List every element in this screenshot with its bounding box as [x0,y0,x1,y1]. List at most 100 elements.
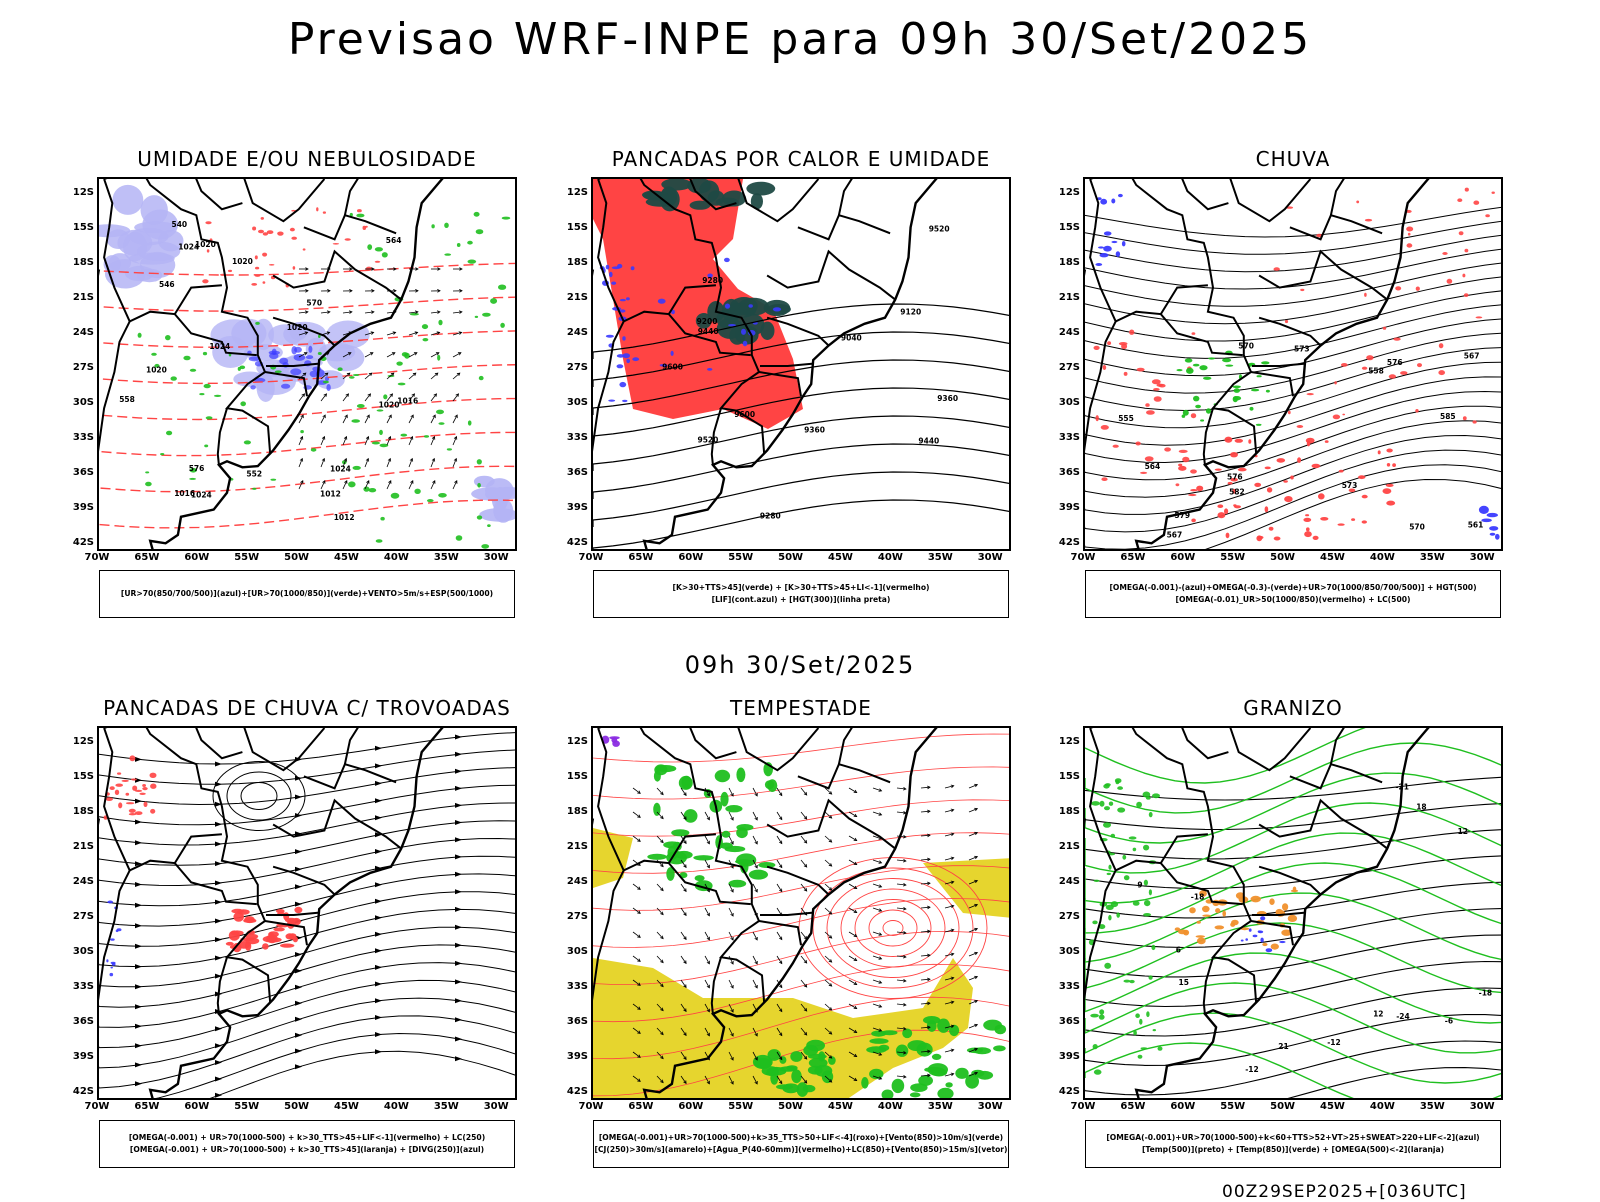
contour-value-label: 18 [1416,803,1426,812]
shading-patch [1159,384,1166,388]
shading-patch [1149,889,1152,895]
longitude-tick-label: 40W [875,552,905,563]
shading-patch [357,404,365,408]
shading-patch [1094,346,1100,350]
latitude-tick-label: 27S [1050,362,1080,373]
shading-patch [1387,463,1390,467]
shading-patch [1250,407,1254,411]
flow-arrow [295,902,302,907]
shading-patch [684,809,698,823]
shading-patch [869,1069,883,1079]
shading-patch [1277,458,1286,463]
flow-arrow [375,965,382,970]
contour-line [1085,289,1503,341]
shading-patch [363,487,369,492]
shading-patch [142,787,147,790]
shading-patch [1149,812,1153,817]
contour-value-label: 12 [1373,1009,1383,1018]
shading-patch [226,942,234,946]
temp-850-contour [1085,863,1503,933]
shading-patch [474,476,495,488]
shading-patch [675,851,692,859]
political-border [218,408,227,465]
flow-arrow [295,867,302,872]
shading-patch [631,266,635,270]
shading-patch [1111,199,1115,204]
shading-patch [117,772,121,774]
shading-patch [882,1090,894,1101]
wind-vector [825,884,832,890]
shading-patch [1290,476,1294,480]
shading-patch [1233,504,1236,506]
latitude-tick-label: 27S [64,362,94,373]
longitude-tick-label: 35W [1417,1101,1447,1112]
contour-value-label: 9440 [698,327,719,336]
shading-patch [427,499,434,502]
map-fields: 5855795765735705675645615585555825765735… [1085,188,1503,551]
shading-patch [116,930,119,933]
shading-patch [401,434,408,437]
political-border [1259,800,1387,848]
shading-patch [353,466,361,470]
shading-patch [971,1070,984,1077]
flow-arrow [375,763,382,768]
shading-patch [318,352,322,355]
political-border [1177,728,1228,758]
shading-patch [1442,252,1447,255]
shading-patch [129,809,136,813]
shading-patch [255,322,260,325]
shading-patch [1406,227,1413,232]
flow-arrow [135,1043,142,1048]
flow-arrow [455,961,462,966]
shading-patch [767,779,777,792]
latitude-tick-label: 24S [64,327,94,338]
flow-arrow [375,948,382,953]
wind-vector [431,373,438,379]
shading-patch [438,320,442,326]
shading-patch [424,435,429,438]
shading-patch [866,1046,886,1053]
legend-line: [UR>70(850/700/500)](azul)+[UR>70(1000/8… [100,588,514,600]
wind-vector [801,812,807,819]
shading-patch [1487,513,1498,517]
shading-patch [1342,414,1345,416]
shading-patch [1129,836,1137,839]
shading-patch [1439,343,1444,348]
wind-vector [825,812,832,818]
political-border [1259,867,1321,895]
shading-patch [682,776,692,789]
shading-patch [263,281,266,284]
contour-value-label: 1024 [330,465,351,474]
contour-ring [869,910,917,946]
shading-patch [447,448,452,450]
wind-vector [801,956,807,963]
shading-patch [481,544,489,549]
political-border [798,215,890,239]
shading-patch [1191,519,1196,523]
contour-value-label: 546 [159,280,175,289]
latitude-tick-label: 21S [64,292,94,303]
contour-line [593,899,1011,948]
shading-patch [135,790,142,792]
shading-patch [995,1025,1007,1035]
shading-patch [263,936,276,942]
shading-patch [1490,533,1496,536]
wind-vector [657,956,663,963]
flow-arrow [215,956,222,961]
shading-patch [1092,921,1097,925]
latitude-tick-label: 30S [64,946,94,957]
shading-patch [349,376,355,379]
shading-patch [1269,527,1274,531]
shading-patch [106,797,113,801]
shading-patch [205,221,211,224]
shading-patch [1395,286,1401,290]
shading-patch [396,362,402,366]
latitude-tick-label: 30S [1050,946,1080,957]
contour-value-label: 9200 [697,317,718,326]
contour-ring [855,900,931,957]
shading-patch [1193,364,1200,367]
shading-patch [1124,372,1128,376]
contour-ring [827,879,959,978]
shading-patch [107,901,113,904]
longitude-tick-label: 30W [975,1101,1005,1112]
